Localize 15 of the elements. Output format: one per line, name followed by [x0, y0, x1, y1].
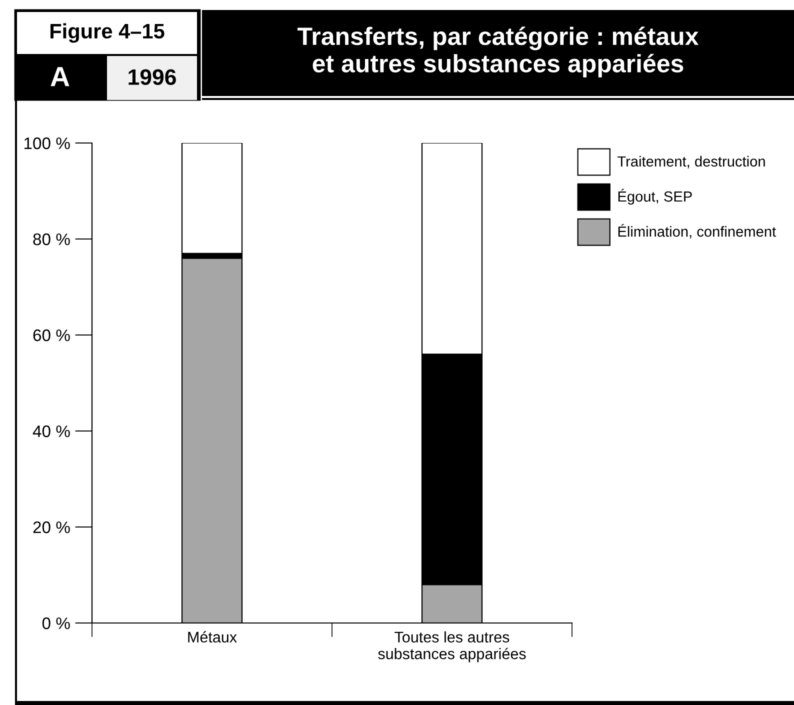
- legend-label: Traitement, destruction: [618, 156, 765, 168]
- caption: Figure 4–15: [50, 23, 164, 43]
- legend-label: Élimination, confinement: [618, 224, 776, 238]
- y-tick-label: 80 %: [33, 233, 70, 246]
- text: A: [50, 67, 70, 86]
- y-tick-label: 60 %: [33, 329, 70, 342]
- y-tick-label: 100 %: [24, 137, 70, 150]
- y-tick-label: 40 %: [32, 425, 70, 438]
- x-tick-label: Métaux: [188, 631, 237, 643]
- y-tick-label: 20 %: [33, 521, 70, 534]
- text: 1996: [128, 69, 176, 85]
- legend-label: Égout, SEP: [618, 188, 692, 205]
- y-tick-label: 0 %: [42, 617, 70, 630]
- x-tick-label: Toutes les autres substances appariées: [378, 631, 526, 662]
- chart-title: Transferts, par catégorie : métaux et autres substances appariées: [298, 26, 699, 78]
